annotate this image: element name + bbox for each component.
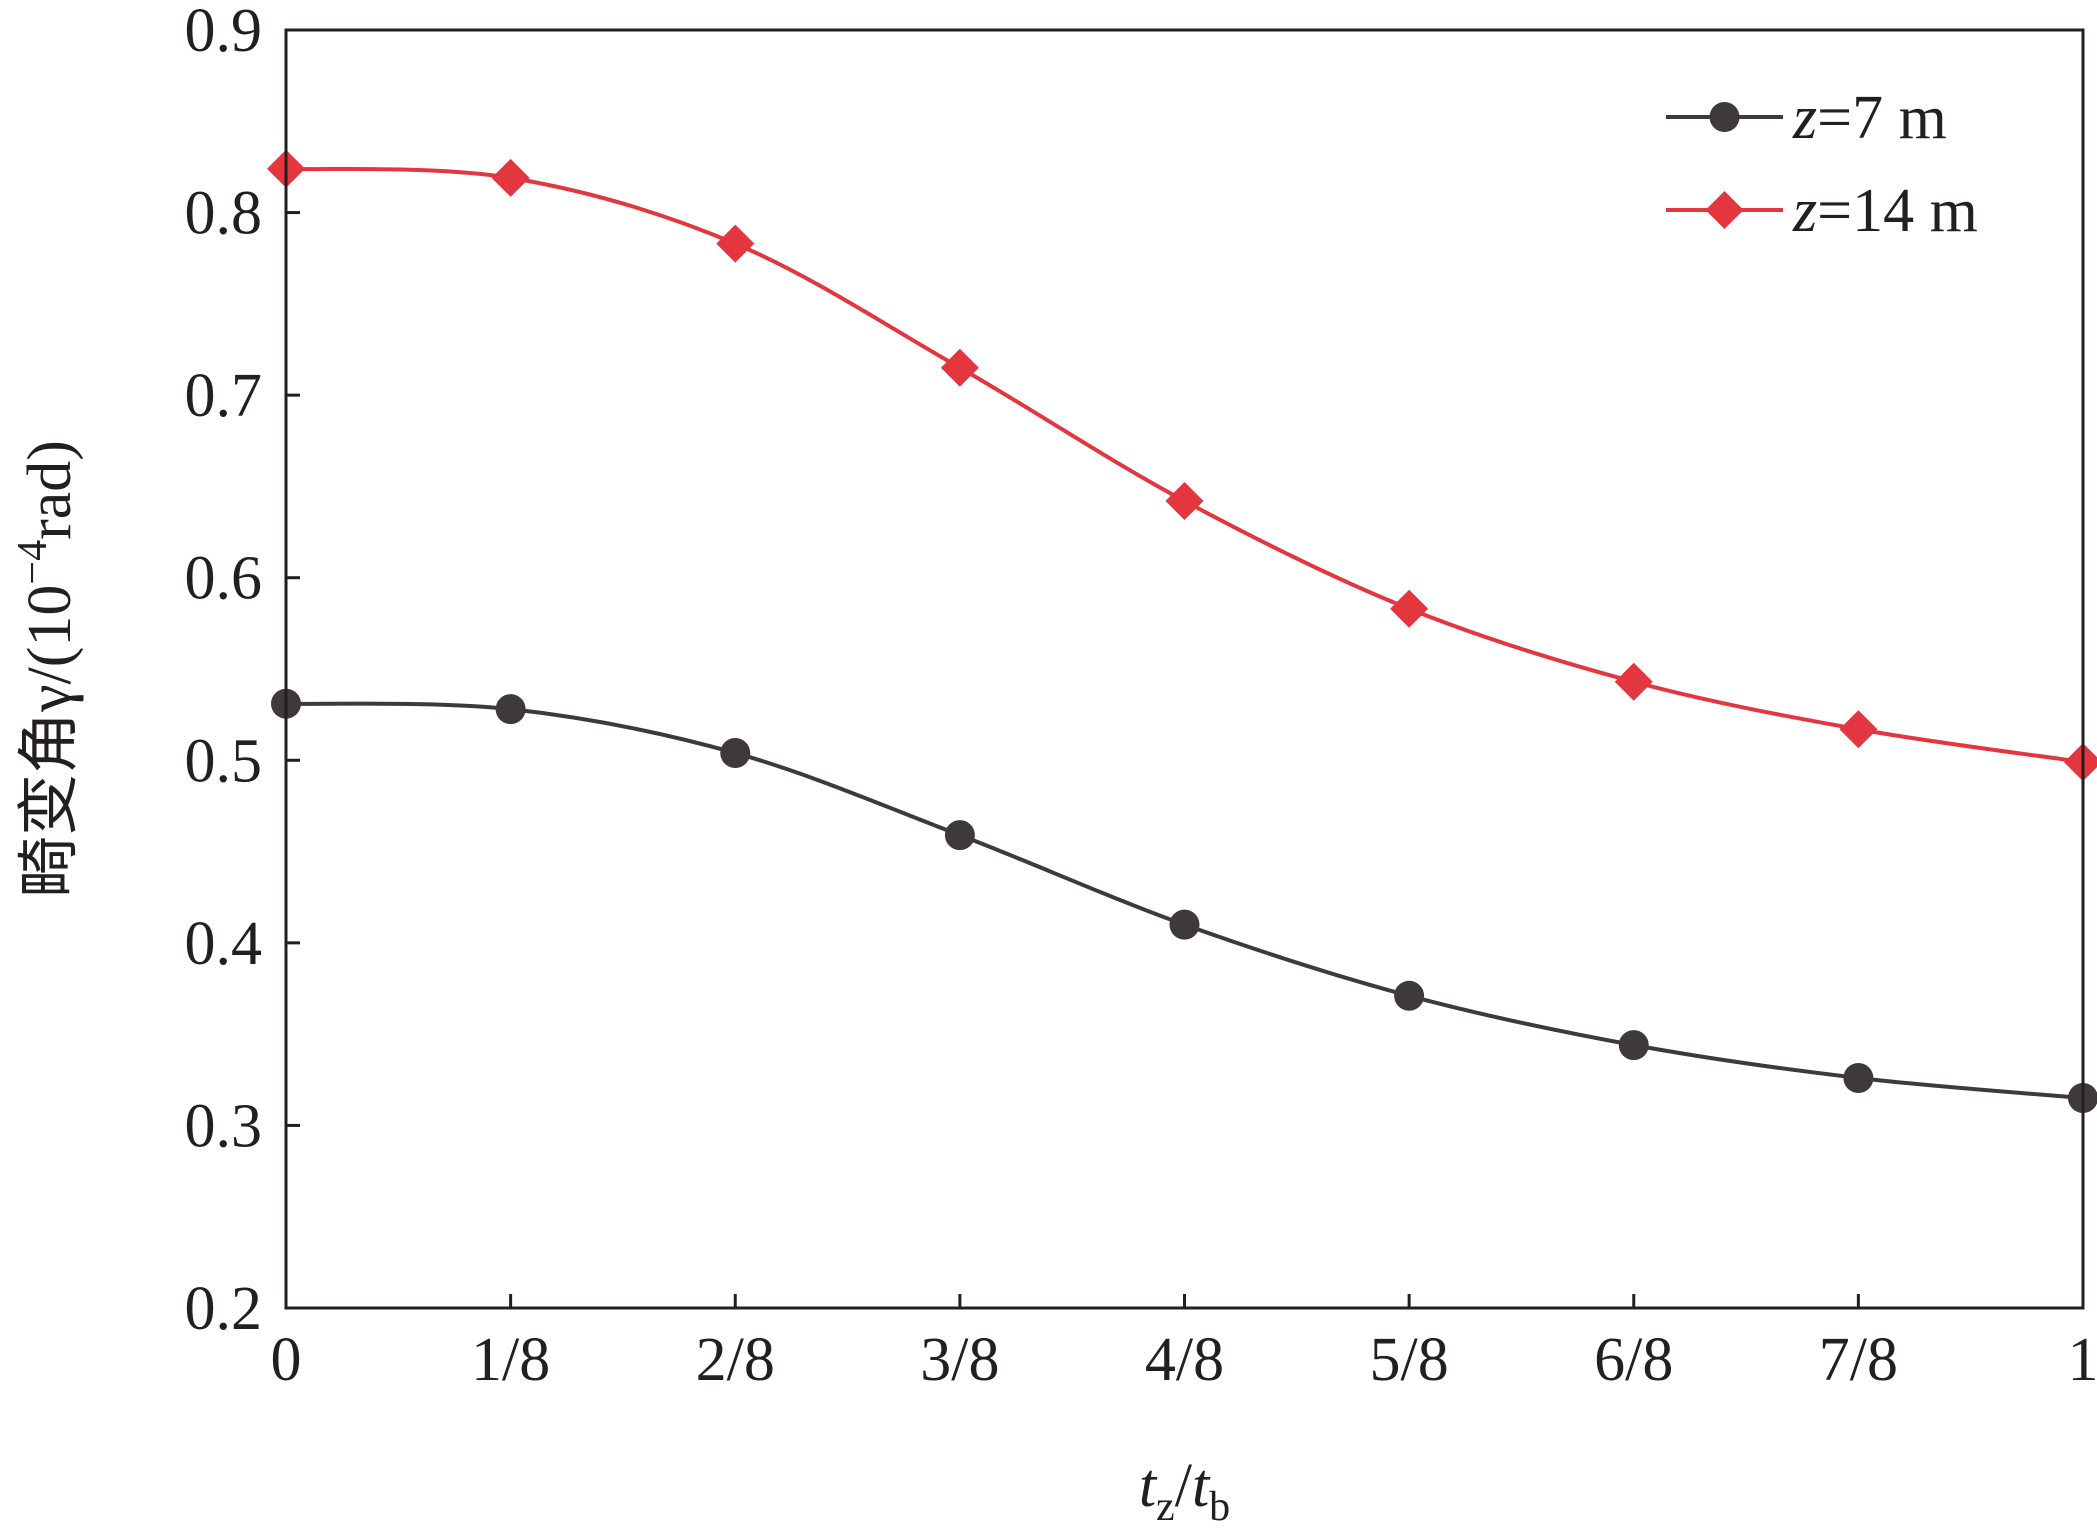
data-point [491,158,530,197]
legend-label: z=14 m [1792,177,1978,245]
legend-label-rest: =14 m [1817,177,1978,245]
legend-label-var: z [1792,177,1817,245]
legend-label-var: z [1792,84,1817,152]
x-tick-label: 0 [271,1326,302,1394]
series-line [285,701,2084,1101]
series-layer [267,149,2097,1114]
data-point [1390,589,1429,628]
y-tick-label: 0.2 [185,1275,263,1343]
x-tick-label: 1 [2068,1326,2097,1394]
data-point [495,694,526,725]
x-axis-title-t1: t [1139,1452,1158,1520]
x-tick-label: 5/8 [1370,1326,1449,1394]
x-axis-title-t2: t [1192,1452,1211,1520]
legend-marker [1705,191,1744,229]
y-tick-label: 0.3 [185,1092,263,1160]
legend: z=7 mz=14 m [1666,84,1978,245]
data-point [716,224,755,263]
legend-marker [1709,102,1740,132]
data-point [1165,482,1204,521]
x-axis-title-sub1: z [1156,1484,1175,1530]
x-tick-label: 2/8 [696,1326,775,1394]
data-point [720,737,751,768]
y-tick-label: 0.9 [185,0,263,65]
x-tick-label: 7/8 [1819,1326,1898,1394]
series-1 [267,149,2097,782]
y-axis-title-main: 畸变角γ/(10 [16,585,84,898]
x-axis-title-sub2: b [1209,1484,1230,1530]
x-tick-label: 4/8 [1145,1326,1224,1394]
data-point [1169,909,1200,940]
y-axis-title: 畸变角γ/(10−4rad) [10,440,84,898]
y-tick-label: 0.6 [185,545,263,613]
y-tick-label: 0.7 [185,362,263,430]
data-point [940,348,979,387]
data-point [1394,980,1425,1011]
legend-label: z=7 m [1792,84,1947,152]
data-point [1843,1062,1874,1093]
y-tick-label: 0.4 [185,910,263,978]
y-tick-label: 0.5 [185,727,263,795]
data-point [1618,1030,1649,1061]
x-tick-label: 3/8 [920,1326,999,1394]
y-axis-title-sup: −4 [10,540,56,585]
data-point [1839,710,1878,749]
series-0 [271,688,2097,1114]
y-axis-title-tail: rad) [16,440,84,540]
data-point [1614,662,1653,701]
series-line [285,166,2084,765]
x-tick-label: 1/8 [471,1326,550,1394]
x-axis-title: tz/tb [1139,1452,1230,1530]
ticks-layer: 0 1/8 2/8 3/8 4/8 5/8 6/8 7/8 1 0.2 0.3 0.4 0.5 0.6 0.… [185,0,2097,1394]
legend-label-rest: =7 m [1817,84,1947,152]
y-tick-label: 0.8 [185,180,263,248]
data-point [944,820,975,851]
x-axis-title-slash: / [1175,1452,1193,1520]
x-tick-label: 6/8 [1594,1326,1673,1394]
data-point [2064,743,2097,782]
